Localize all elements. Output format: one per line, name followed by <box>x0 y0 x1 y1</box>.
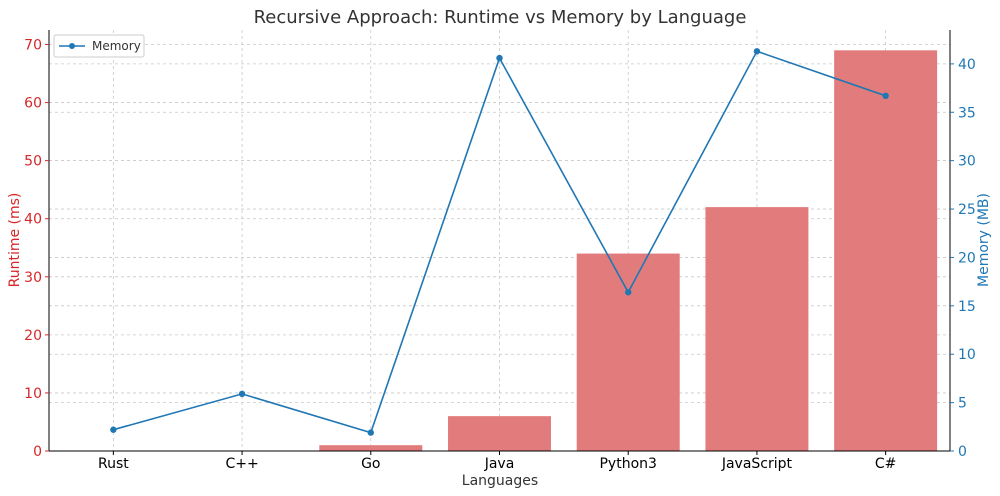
runtime-bar-javascript <box>705 207 809 451</box>
runtime-bar-java <box>448 416 551 451</box>
memory-point-python3 <box>625 289 632 296</box>
x-axis-label: Languages <box>462 473 538 489</box>
x-tick-label: C++ <box>225 456 258 472</box>
x-tick-label: JavaScript <box>721 456 793 472</box>
y-axis-label: Runtime (ms) <box>7 193 23 288</box>
x-tick-label: C# <box>875 456 897 472</box>
x-tick-label: Java <box>484 456 515 472</box>
memory-point-javascript <box>753 48 761 55</box>
grid <box>49 30 950 452</box>
axes: 0 10 20 30 40 50 60 70 0 5 10 15 20 25 30 35 40 Rust C++ Go… <box>24 30 976 472</box>
y-tick-label: 50 <box>24 154 42 170</box>
y2-tick-label: 15 <box>958 299 976 315</box>
legend-label-memory: Memory <box>92 39 141 53</box>
runtime-bar-python3 <box>576 253 680 451</box>
y-tick-label: 70 <box>24 38 42 54</box>
legend: Memory <box>53 34 145 58</box>
y2-tick-label: 0 <box>958 444 967 460</box>
y-tick-label: 10 <box>24 386 42 402</box>
y-tick-label: 60 <box>24 96 42 112</box>
memory-point-java <box>496 54 503 62</box>
memory-point-go <box>367 429 374 436</box>
y2-tick-label: 35 <box>958 105 976 121</box>
x-tick-label: Python3 <box>599 456 656 472</box>
legend-marker-swatch <box>69 43 75 49</box>
y2-axis-label: Memory (MB) <box>976 193 992 287</box>
runtime-bar-c- <box>834 50 938 452</box>
bars <box>319 50 938 452</box>
memory-line <box>110 48 889 436</box>
y2-tick-label: 25 <box>958 202 976 218</box>
x-tick-label: Go <box>361 456 380 472</box>
y-tick-label: 40 <box>24 212 42 228</box>
memory-point-rust <box>110 426 117 433</box>
memory-point-c- <box>882 92 889 100</box>
x-tick-label: Rust <box>98 456 129 472</box>
y2-tick-label: 30 <box>958 154 976 170</box>
y-tick-label: 0 <box>33 444 42 460</box>
runtime-bar-go <box>319 445 423 451</box>
y2-tick-label: 20 <box>958 250 976 266</box>
memory-point-c- <box>238 390 246 398</box>
y2-tick-label: 10 <box>958 347 976 363</box>
legend-box <box>53 34 145 58</box>
y2-tick-label: 40 <box>958 57 976 73</box>
y2-tick-label: 5 <box>958 396 967 412</box>
y-tick-label: 20 <box>24 328 42 344</box>
chart-title: Recursive Approach: Runtime vs Memory by… <box>254 7 747 28</box>
y-tick-label: 30 <box>24 270 42 286</box>
